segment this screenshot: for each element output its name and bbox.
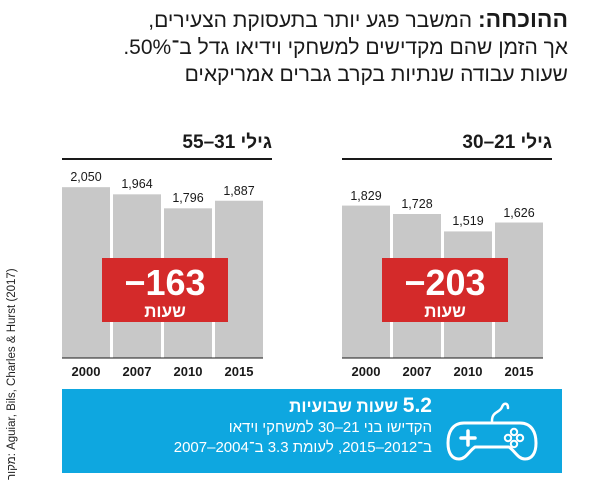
info-number: 5.2 xyxy=(402,394,432,417)
x-tick-label: 2007 xyxy=(402,364,432,379)
value-label: 1,887 xyxy=(223,183,255,198)
headline: ההוכחה: המשבר פגע יותר בתעסוקת הצעירים, … xyxy=(8,6,568,88)
chart-title: גילי 21–30 xyxy=(462,132,552,153)
chart-ages-31-55: גילי 31–55 2,050 2000 1,964 2007 1,796 2010 1,… xyxy=(62,132,272,382)
headline-line-1: ההוכחה: המשבר פגע יותר בתעסוקת הצעירים, xyxy=(8,6,568,34)
chart-ages-21-30: גילי 21–30 1,829 2000 1,728 2007 1,519 2010 1,… xyxy=(342,132,552,382)
bar-plot xyxy=(342,205,543,359)
gamepad-icon xyxy=(446,402,538,461)
value-label: 1,728 xyxy=(401,197,433,211)
x-tick-label: 2015 xyxy=(504,364,534,379)
x-tick-label: 2000 xyxy=(351,364,381,379)
info-headline: 5.2 שעות שבועיות xyxy=(72,395,432,418)
headline-line1-text: המשבר פגע יותר בתעסוקת הצעירים, xyxy=(148,9,478,32)
change-unit: שעות xyxy=(144,302,186,321)
value-label: 1,964 xyxy=(121,177,153,192)
value-label: 1,626 xyxy=(503,205,535,220)
change-badge: −203 שעות xyxy=(382,258,508,322)
info-line-2: הקדישו בני 21–30 למשחקי וידאו xyxy=(228,419,432,436)
x-tick-label: 2007 xyxy=(122,364,152,379)
change-unit: שעות xyxy=(424,302,466,321)
x-tick-label: 2010 xyxy=(453,364,483,379)
title-underline xyxy=(342,158,552,160)
value-label: 1,519 xyxy=(452,214,484,229)
change-badge: −163 שעות xyxy=(102,258,228,322)
headline-line-2: אך הזמן שהם מקדישים למשחקי וידיאו גדל ב־… xyxy=(123,36,568,59)
value-label: 2,050 xyxy=(70,170,102,185)
headline-line-3: שעות עבודה שנתיות בקרב גברים אמריקאים xyxy=(184,63,568,86)
value-label: 1,796 xyxy=(172,191,204,206)
info-box: 5.2 שעות שבועיות הקדישו בני 21–30 למשחקי… xyxy=(62,389,562,473)
info-title: שעות שבועיות xyxy=(289,397,403,416)
title-underline xyxy=(62,158,272,160)
chart-title: גילי 31–55 xyxy=(182,132,272,153)
value-label: 1,829 xyxy=(350,188,382,203)
change-value: −203 xyxy=(404,262,486,303)
source-text: מקור: Aguiar, Bils, Charles & Hurst (201… xyxy=(6,268,18,480)
change-value: −163 xyxy=(124,262,206,303)
info-line-3: ב־2012–2015, לעומת 3.3 ב־2004–2007 xyxy=(173,439,432,456)
source-note: מקור: Aguiar, Bils, Charles & Hurst (201… xyxy=(2,198,20,488)
x-tick-label: 2010 xyxy=(173,364,203,379)
headline-lead: ההוכחה: xyxy=(477,6,568,32)
x-tick-label: 2015 xyxy=(224,364,254,379)
x-tick-label: 2000 xyxy=(71,364,101,379)
info-text: 5.2 שעות שבועיות הקדישו בני 21–30 למשחקי… xyxy=(72,395,432,458)
